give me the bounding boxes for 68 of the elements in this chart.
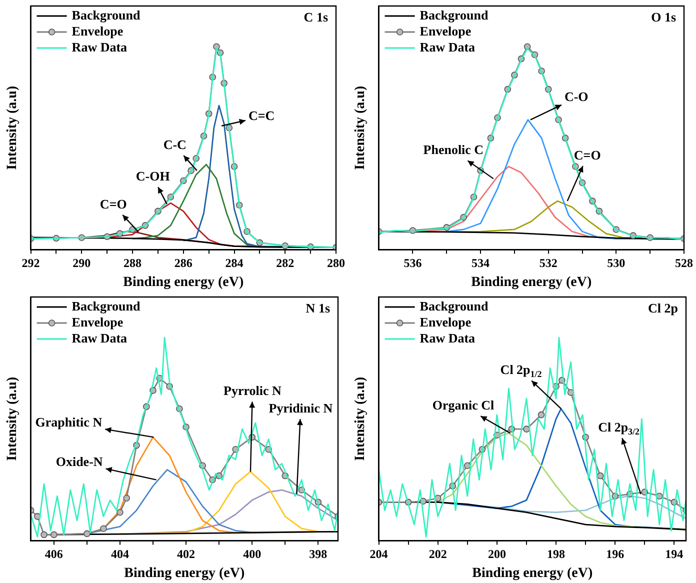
y-axis-title: Intensity (a.u)	[5, 376, 20, 461]
x-tick-label: 284	[225, 256, 244, 270]
x-tick-label: 290	[72, 256, 91, 270]
legend-label: Background	[72, 7, 141, 22]
annotation: Phenolic C	[423, 142, 484, 158]
y-axis-title: Intensity (a.u)	[353, 376, 368, 461]
x-tick-label: 398	[309, 547, 328, 562]
x-tick-label: 406	[44, 547, 63, 562]
point	[523, 426, 530, 432]
legend-label: Envelope	[420, 314, 472, 330]
x-tick-label: 536	[404, 256, 422, 270]
x-tick-label: 292	[22, 256, 40, 270]
legend-label: Background	[420, 7, 489, 22]
chart-title: C 1s	[304, 9, 328, 24]
annotation: C=O	[574, 147, 601, 162]
point	[596, 472, 604, 480]
legend-label: Background	[72, 298, 141, 314]
x-tick-label: 286	[174, 256, 192, 270]
x-axis-title: Binding energy (eV)	[124, 566, 246, 582]
legend-label: Raw Data	[72, 39, 128, 54]
x-tick-label: 532	[539, 256, 558, 270]
legend-label: Raw Data	[420, 39, 476, 54]
point	[464, 462, 471, 470]
legend-label: Envelope	[72, 23, 124, 38]
x-tick-label: 402	[177, 547, 196, 562]
x-tick-label: 280	[327, 256, 345, 270]
point	[84, 530, 90, 538]
annotation: Oxide-N	[56, 454, 104, 470]
annotation: Graphitic N	[35, 414, 103, 430]
annotation: Pyridinic N	[268, 400, 334, 416]
annotation: Organic Cl	[432, 397, 495, 412]
x-tick-label: 534	[472, 256, 490, 270]
legend-label: Background	[420, 298, 489, 314]
x-tick-label: 200	[488, 547, 506, 562]
point	[116, 508, 124, 516]
x-tick-label: 198	[547, 547, 566, 562]
x-axis-title: Binding energy (eV)	[123, 275, 244, 290]
x-tick-label: 282	[276, 256, 294, 270]
point	[123, 494, 130, 502]
chart-title: Cl 2p	[648, 300, 678, 316]
annotation: C=O	[100, 196, 127, 212]
x-tick-label: 194	[665, 547, 684, 562]
legend-label: Envelope	[72, 314, 124, 330]
x-tick-label: 400	[243, 547, 262, 562]
x-tick-label: 530	[607, 256, 626, 270]
point	[100, 525, 107, 532]
y-axis-title: Intensity (a.u)	[353, 86, 368, 170]
x-axis-title: Binding energy (eV)	[471, 275, 592, 290]
x-tick-label: 202	[428, 547, 447, 562]
annotation: C=C	[248, 108, 275, 124]
y-axis-title: Intensity (a.u)	[5, 86, 20, 170]
point	[538, 411, 545, 418]
x-tick-label: 204	[370, 547, 388, 562]
chart-title: N 1s	[306, 300, 330, 316]
chart-title: O 1s	[651, 9, 676, 24]
annotation: C-O	[564, 89, 588, 104]
annotation: C-C	[163, 136, 186, 152]
legend-label: Raw Data	[72, 330, 128, 346]
x-tick-label: 404	[110, 547, 129, 562]
point	[50, 531, 58, 538]
x-axis-title: Binding energy (eV)	[472, 566, 594, 582]
annotation: Pyrrolic N	[224, 383, 282, 398]
x-tick-label: 528	[675, 256, 693, 270]
legend-label: Raw Data	[420, 330, 476, 346]
annotation: C-OH	[136, 168, 170, 184]
legend-label: Envelope	[420, 23, 472, 38]
x-tick-label: 288	[124, 256, 142, 270]
x-tick-label: 196	[606, 547, 624, 562]
